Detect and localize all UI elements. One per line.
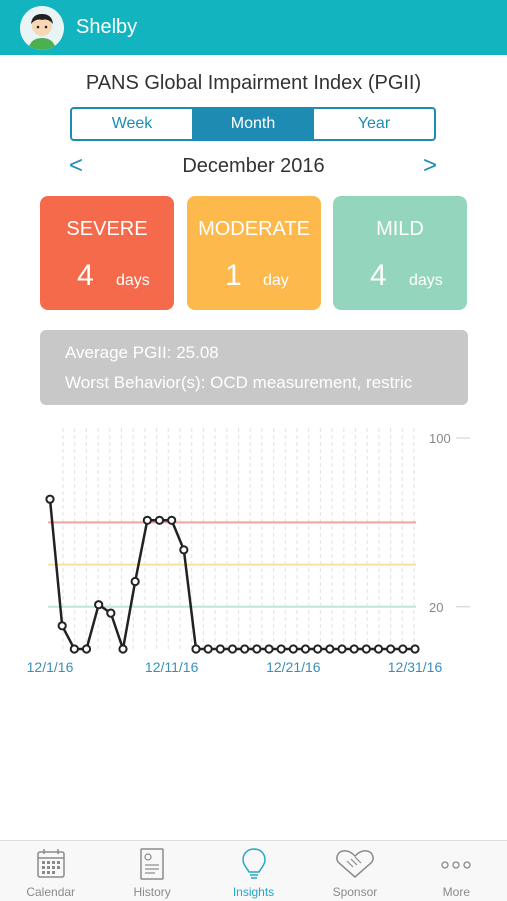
next-period-button[interactable]: > bbox=[423, 152, 438, 179]
data-point bbox=[373, 644, 384, 654]
y-tick-label: 20 bbox=[429, 600, 443, 615]
mild-count: 4 bbox=[370, 259, 387, 292]
tab-insights-label: Insights bbox=[232, 885, 275, 899]
tab-bar: Calendar History Insights Sponsor bbox=[0, 840, 507, 901]
data-point bbox=[69, 644, 79, 654]
moderate-title: MODERATE bbox=[198, 218, 310, 240]
pgii-chart: 100 20 12/1/16 12/11/16 12/21/16 12/31/16 bbox=[27, 428, 470, 675]
x-tick-label: 12/1/16 bbox=[27, 659, 74, 675]
mild-card: MILD 4 days bbox=[333, 196, 467, 310]
data-point bbox=[227, 644, 238, 654]
data-point bbox=[203, 644, 213, 654]
period-segmented-control: Week Month Year bbox=[70, 107, 436, 141]
user-name[interactable]: Shelby bbox=[76, 16, 138, 38]
avatar[interactable] bbox=[20, 6, 64, 50]
severe-unit: days bbox=[116, 272, 150, 289]
data-point bbox=[45, 494, 55, 504]
tab-week[interactable]: Week bbox=[111, 115, 153, 132]
data-point bbox=[142, 515, 152, 525]
tab-history-label: History bbox=[133, 885, 171, 899]
top-bar: Shelby bbox=[0, 0, 507, 55]
tab-calendar-label: Calendar bbox=[26, 885, 76, 899]
calendar-icon bbox=[36, 849, 65, 878]
y-tick-label: 100 bbox=[429, 431, 451, 446]
x-tick-label: 12/11/16 bbox=[145, 659, 199, 675]
data-point bbox=[130, 576, 140, 587]
tab-more[interactable]: More bbox=[406, 841, 507, 901]
data-point bbox=[276, 644, 286, 654]
data-point bbox=[361, 644, 371, 654]
moderate-card: MODERATE 1 day bbox=[187, 196, 321, 310]
handshake-icon bbox=[336, 850, 374, 878]
period-label: December 2016 bbox=[182, 155, 325, 177]
tab-calendar[interactable]: Calendar bbox=[0, 841, 101, 901]
tab-sponsor[interactable]: Sponsor bbox=[304, 841, 405, 901]
page-title: PANS Global Impairment Index (PGII) bbox=[85, 72, 422, 94]
data-point bbox=[300, 644, 311, 654]
severe-card: SEVERE 4 days bbox=[40, 196, 174, 310]
x-tick-label: 12/21/16 bbox=[266, 659, 321, 675]
data-point bbox=[94, 600, 104, 610]
data-point bbox=[313, 644, 323, 654]
data-point bbox=[337, 644, 347, 654]
tab-more-label: More bbox=[442, 885, 470, 899]
data-point bbox=[81, 644, 92, 654]
previous-period-button[interactable]: < bbox=[69, 152, 84, 179]
tab-history[interactable]: History bbox=[101, 841, 202, 901]
data-point bbox=[240, 644, 250, 654]
mild-title: MILD bbox=[376, 218, 424, 240]
data-point bbox=[118, 644, 128, 654]
tab-sponsor-label: Sponsor bbox=[332, 885, 378, 899]
data-point bbox=[57, 621, 67, 631]
tab-year[interactable]: Year bbox=[313, 109, 434, 139]
data-point bbox=[154, 515, 165, 525]
mild-unit: days bbox=[409, 272, 443, 289]
moderate-unit: day bbox=[263, 272, 289, 289]
summary-box: Average PGII: 25.08 Worst Behavior(s): O… bbox=[40, 330, 468, 405]
data-point bbox=[167, 515, 177, 525]
data-point bbox=[386, 644, 396, 654]
more-icon bbox=[441, 861, 471, 869]
data-point bbox=[252, 644, 262, 654]
x-tick-label: 12/31/16 bbox=[388, 659, 443, 675]
worst-behaviors: Worst Behavior(s): OCD measurement, rest… bbox=[65, 373, 413, 392]
data-point bbox=[215, 644, 225, 654]
data-point bbox=[398, 644, 408, 654]
data-point bbox=[264, 644, 274, 654]
lightbulb-icon bbox=[241, 848, 266, 879]
average-pgii: Average PGII: 25.08 bbox=[65, 343, 219, 362]
data-point bbox=[106, 608, 116, 618]
data-point bbox=[179, 545, 189, 555]
data-point bbox=[288, 644, 298, 654]
avatar-icon bbox=[20, 6, 64, 50]
tab-month[interactable]: Month bbox=[192, 109, 313, 139]
severe-title: SEVERE bbox=[66, 218, 148, 240]
data-point bbox=[349, 644, 359, 654]
data-point bbox=[325, 644, 335, 654]
history-icon bbox=[140, 848, 164, 880]
moderate-count: 1 bbox=[225, 259, 242, 292]
data-point bbox=[191, 644, 201, 654]
tab-insights[interactable]: Insights bbox=[203, 841, 304, 901]
data-point bbox=[410, 644, 420, 654]
severe-count: 4 bbox=[77, 259, 94, 292]
